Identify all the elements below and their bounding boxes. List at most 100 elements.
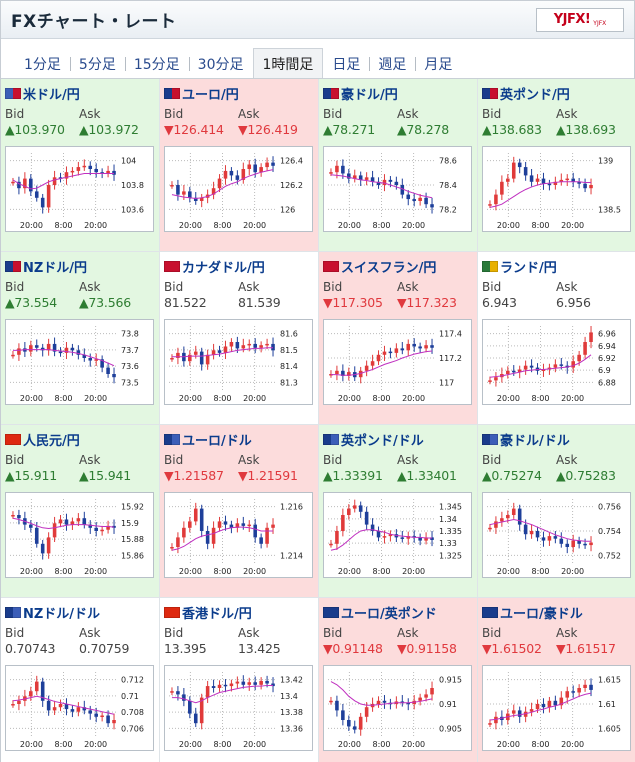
rate-card[interactable]: ユーロ/ドル Bid Ask ▼1.21587 ▼1.21591 1.216 1.214 20… (160, 425, 318, 597)
pair-name[interactable]: スイスフラン/円 (341, 260, 437, 276)
mini-chart[interactable]: 0.712 0.71 0.708 0.706 20:00 8:00 20:00 (5, 665, 154, 751)
candle-body (329, 543, 333, 546)
candlestick-chart: 15.92 15.9 15.88 15.86 20:00 8:00 20:00 (10, 499, 144, 576)
pair-name[interactable]: 英ポンド/円 (500, 87, 570, 103)
rate-card[interactable]: 豪ドル/円 Bid Ask ▲78.271 ▲78.278 78.6 78.4 78.2 20:… (319, 79, 477, 251)
pair-name[interactable]: NZドル/ドル (23, 606, 101, 622)
x-tick-label: 8:00 (532, 567, 550, 576)
rate-card[interactable]: 豪ドル/ドル Bid Ask ▲0.75274 ▲0.75283 0.756 0.754 0.… (478, 425, 635, 597)
y-tick-label: 15.86 (121, 551, 144, 560)
rate-card[interactable]: NZドル/ドル Bid Ask 0.70743 0.70759 0.712 0.71 0.70… (1, 598, 159, 762)
candlestick-chart: 1.615 1.61 1.605 20:00 8:00 20:00 (487, 672, 621, 749)
candle-body (46, 343, 51, 351)
mini-chart[interactable]: 1.345 1.34 1.335 1.33 1.325 20:00 8:00 20:00 (323, 492, 472, 578)
mini-chart[interactable]: 78.6 78.4 78.2 20:00 8:00 20:00 (323, 146, 472, 232)
candle-body (17, 515, 21, 519)
mini-chart[interactable]: 15.92 15.9 15.88 15.86 20:00 8:00 20:00 (5, 492, 154, 578)
candle-body (335, 531, 339, 544)
mini-chart[interactable]: 0.915 0.91 0.905 20:00 8:00 20:00 (323, 665, 472, 751)
mini-chart[interactable]: 0.756 0.754 0.752 20:00 8:00 20:00 (482, 492, 631, 578)
tab-7[interactable]: 月足 (415, 49, 461, 78)
y-tick-label: 81.6 (280, 330, 298, 339)
y-tick-label: 0.91 (439, 700, 457, 709)
candle-body (29, 345, 33, 352)
bid-price: ▼1.21587 (164, 468, 224, 483)
y-tick-label: 73.8 (121, 330, 139, 339)
rate-card[interactable]: 香港ドル/円 Bid Ask 13.395 13.425 13.42 13.4 13.38 13… (160, 598, 318, 762)
candle-body (523, 524, 528, 535)
rate-card[interactable]: ランド/円 Bid Ask 6.943 6.956 6.96 6.94 6.92 6.9 6.88… (478, 252, 635, 424)
bid-label: Bid (482, 626, 502, 640)
rate-card[interactable]: 人民元/円 Bid Ask ▲15.911 ▲15.941 15.92 15.9 15.88 1… (1, 425, 159, 597)
tab-5[interactable]: 日足 (332, 56, 361, 73)
tab-0[interactable]: 1分足 (24, 56, 61, 73)
x-tick-label: 20:00 (84, 221, 107, 230)
y-tick-label: 138.5 (598, 205, 621, 214)
prices: 81.522 81.539 (164, 295, 314, 312)
candle-body (541, 537, 546, 541)
tab-3[interactable]: 30分足 (188, 49, 253, 78)
y-tick-label: 0.708 (121, 708, 144, 717)
mini-chart[interactable]: 126.4 126.2 126 20:00 8:00 20:00 (164, 146, 313, 232)
pair-name[interactable]: 香港ドル/円 (182, 606, 252, 622)
tab-2[interactable]: 15分足 (124, 49, 189, 78)
pair-name[interactable]: 人民元/円 (23, 433, 80, 449)
pair-name[interactable]: ユーロ/豪ドル (500, 606, 583, 622)
mini-chart[interactable]: 1.615 1.61 1.605 20:00 8:00 20:00 (482, 665, 631, 751)
candle-body (364, 365, 369, 371)
tab-1[interactable]: 5分足 (69, 49, 125, 78)
mini-chart[interactable]: 139 138.5 20:00 8:00 20:00 (482, 146, 631, 232)
rate-card[interactable]: ユーロ/円 Bid Ask ▼126.414 ▼126.419 126.4 126.2 126… (160, 79, 318, 251)
rate-card[interactable]: カナダドル/円 Bid Ask 81.522 81.539 81.6 81.5 81.4 81.… (160, 252, 318, 424)
prices: ▲138.683 ▲138.693 (482, 122, 632, 139)
rate-card[interactable]: ユーロ/英ポンド Bid Ask ▼0.91148 ▼0.91158 0.915 0.91 0… (319, 598, 477, 762)
pair-name[interactable]: ランド/円 (500, 260, 557, 276)
pair-name[interactable]: 豪ドル/円 (341, 87, 398, 103)
moving-average-line (171, 169, 274, 199)
prices: ▼117.305 ▼117.323 (323, 295, 473, 312)
candle-body (406, 702, 411, 705)
y-tick-label: 0.71 (121, 692, 139, 701)
mini-chart[interactable]: 13.42 13.4 13.38 13.36 20:00 8:00 20:00 (164, 665, 313, 751)
rate-card[interactable]: スイスフラン/円 Bid Ask ▼117.305 ▼117.323 117.4 117.2… (319, 252, 477, 424)
yjfx-logo[interactable]: YJFX! YJFX (536, 7, 624, 32)
mini-chart[interactable]: 117.4 117.2 117 20:00 8:00 20:00 (323, 319, 472, 405)
pair-name[interactable]: ユーロ/英ポンド (341, 606, 437, 622)
tab-6[interactable]: 週足 (369, 49, 415, 78)
candle-body (517, 508, 522, 525)
candle-body (259, 167, 263, 173)
x-tick-label: 8:00 (55, 394, 73, 403)
rate-grid: 米ドル/円 Bid Ask ▲103.970 ▲103.972 104 103.8 103.6… (1, 79, 635, 762)
bid-ask-labels: Bid Ask (164, 107, 314, 122)
pair-name[interactable]: 豪ドル/ドル (500, 433, 570, 449)
ask-price: ▲138.693 (556, 122, 616, 137)
bid-price: 6.943 (482, 295, 517, 310)
candle-body (559, 697, 564, 706)
mini-chart[interactable]: 104 103.8 103.6 20:00 8:00 20:00 (5, 146, 154, 232)
mini-chart[interactable]: 1.216 1.214 20:00 8:00 20:00 (164, 492, 313, 578)
candle-body (265, 343, 269, 346)
tab-4[interactable]: 1時間足 (252, 48, 324, 78)
candle-body (176, 691, 180, 695)
bid-label: Bid (5, 453, 25, 467)
pair-name[interactable]: カナダドル/円 (182, 260, 265, 276)
pair-name[interactable]: ユーロ/ドル (182, 433, 252, 449)
mini-chart[interactable]: 73.8 73.7 73.6 73.5 20:00 8:00 20:00 (5, 319, 154, 405)
rate-card[interactable]: NZドル/円 Bid Ask ▲73.554 ▲73.566 73.8 73.7 73.6 73… (1, 252, 159, 424)
x-tick-label: 8:00 (532, 221, 550, 230)
bid-price: ▲103.970 (5, 122, 65, 137)
pair-name[interactable]: NZドル/円 (23, 260, 88, 276)
bid-label: Bid (482, 280, 502, 294)
x-tick-label: 20:00 (20, 394, 43, 403)
mini-chart[interactable]: 81.6 81.5 81.4 81.3 20:00 8:00 20:00 (164, 319, 313, 405)
pair-name[interactable]: 英ポンド/ドル (341, 433, 424, 449)
rate-card[interactable]: 英ポンド/ドル Bid Ask ▲1.33391 ▲1.33401 1.345 1.34 1.… (319, 425, 477, 597)
candle-body (547, 183, 552, 186)
pair-name[interactable]: 米ドル/円 (23, 87, 80, 103)
mini-chart[interactable]: 6.96 6.94 6.92 6.9 6.88 20:00 8:00 20:00 (482, 319, 631, 405)
rate-card[interactable]: 英ポンド/円 Bid Ask ▲138.683 ▲138.693 139 138.5 20:0… (478, 79, 635, 251)
rate-card[interactable]: ユーロ/豪ドル Bid Ask ▼1.61502 ▼1.61517 1.615 1.61 1.… (478, 598, 635, 762)
rate-card[interactable]: 米ドル/円 Bid Ask ▲103.970 ▲103.972 104 103.8 103.6… (1, 79, 159, 251)
pair-name[interactable]: ユーロ/円 (182, 87, 239, 103)
bid-ask-labels: Bid Ask (5, 107, 155, 122)
